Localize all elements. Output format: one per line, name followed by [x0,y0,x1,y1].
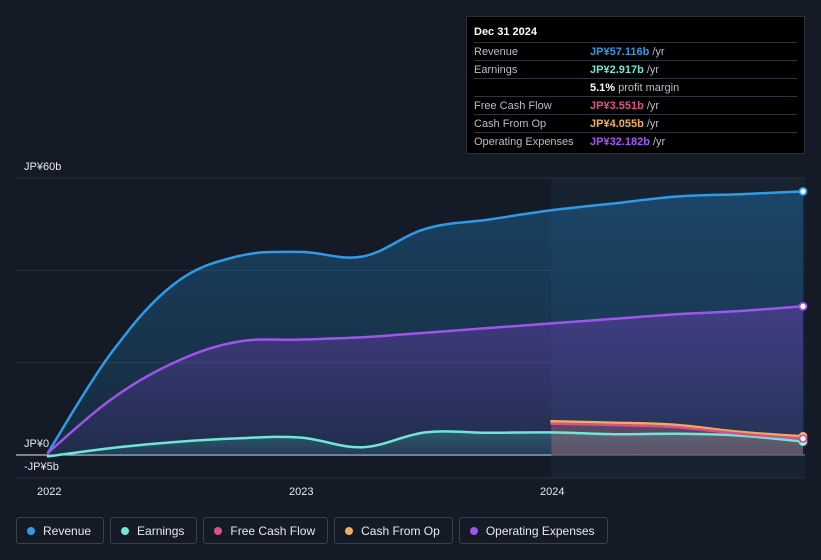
tooltip-row-operating-expenses: Operating Expenses JP¥32.182b /yr [474,133,797,150]
tooltip-value: JP¥3.551b [590,99,644,112]
legend-item-cash-from-op[interactable]: Cash From Op [334,517,453,544]
legend-label: Revenue [43,523,92,538]
free-cash-flow-end-marker [798,434,808,444]
y-tick-label-zero: JP¥0 [24,438,49,450]
free-cash-flow-area [551,423,803,455]
tooltip-unit: /yr [646,63,660,76]
tooltip-row-earnings: Earnings JP¥2.917b /yr [474,61,797,79]
tooltip-unit: /yr [652,135,666,148]
tooltip-row-free-cash-flow: Free Cash Flow JP¥3.551b /yr [474,97,797,115]
legend-item-operating-expenses[interactable]: Operating Expenses [458,517,608,544]
tooltip-value: 5.1% [590,81,616,94]
legend-dot-icon [214,526,223,535]
financials-chart: JP¥60b JP¥0 -JP¥5b 2022 2023 2024 [16,161,808,498]
tooltip-label: Earnings [474,63,518,76]
tooltip-panel: Dec 31 2024 Revenue JP¥57.116b /yr Earni… [466,16,805,154]
tooltip-value: JP¥57.116b [590,45,650,58]
y-tick-label-bottom: -JP¥5b [24,461,59,473]
earnings-line [46,430,805,458]
cash-from-op-area [551,421,803,455]
tooltip-value: JP¥32.182b [590,135,650,148]
operating-expenses-area [48,306,803,455]
legend-item-free-cash-flow[interactable]: Free Cash Flow [203,517,329,544]
earnings-area [48,431,803,457]
x-tick-label-2023: 2023 [289,486,313,498]
legend-dot-icon [27,526,35,535]
legend-item-revenue[interactable]: Revenue [16,517,105,544]
legend-label: Operating Expenses [485,523,595,538]
tooltip-unit: /yr [652,45,665,58]
operating-expenses-line [46,305,805,454]
revenue-end-marker [798,186,808,196]
tooltip-unit: /yr [646,117,660,130]
tooltip-value: JP¥2.917b [590,63,644,76]
legend-label: Cash From Op [361,523,440,538]
tooltip-row-profit-margin: 5.1% profit margin [474,79,797,97]
legend-item-earnings[interactable]: Earnings [110,517,198,544]
x-tick-label-2022: 2022 [37,486,61,498]
tooltip-label: Operating Expenses [474,135,574,148]
revenue-line [46,190,805,454]
cash-from-op-line [550,420,805,438]
tooltip-unit: profit margin [618,81,680,94]
operating-expenses-end-marker [798,301,808,311]
tooltip-label: Revenue [474,45,519,58]
free-cash-flow-line [550,422,805,440]
tooltip-label: Cash From Op [474,117,547,130]
tooltip-row-cash-from-op: Cash From Op JP¥4.055b /yr [474,115,797,133]
tooltip-label: Free Cash Flow [474,99,552,112]
legend-dot-icon [121,526,130,535]
legend-label: Free Cash Flow [230,523,316,538]
legend-dot-icon [345,526,354,535]
tooltip-unit: /yr [646,99,660,112]
tooltip-row-revenue: Revenue JP¥57.116b /yr [474,43,797,61]
legend-dot-icon [469,526,478,535]
x-tick-label-2024: 2024 [540,486,564,498]
y-tick-label-top: JP¥60b [24,161,61,173]
tooltip-date: Dec 31 2024 [474,23,797,43]
legend-label: Earnings [137,523,185,538]
tooltip-value: JP¥4.055b [590,117,644,130]
chart-legend: Revenue Earnings Free Cash Flow Cash Fro… [16,517,608,544]
